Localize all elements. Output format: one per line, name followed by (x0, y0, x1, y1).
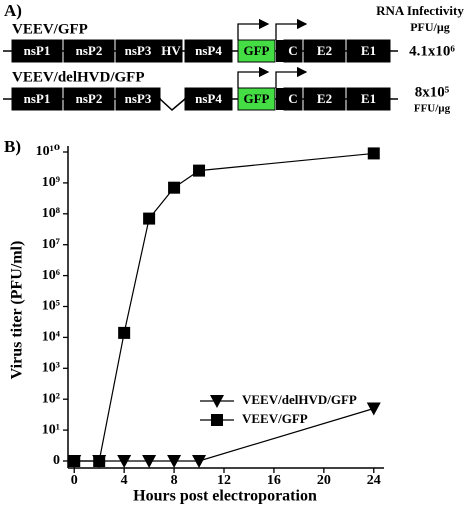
promoter-arrow (237, 66, 270, 88)
legend-label: VEEV/GFP (242, 411, 308, 426)
y-tick-label: 10⁴ (42, 330, 61, 345)
y-tick-label: 10² (42, 391, 60, 406)
segment-label: nsP3 (125, 43, 152, 58)
y-tick-label: 10³ (42, 361, 60, 376)
y-tick-label: 10⁶ (42, 268, 60, 283)
y-tick-label: 0 (53, 453, 60, 468)
y-tick-label: 10⁹ (42, 175, 60, 190)
promoter-arrow (237, 18, 270, 40)
data-point (93, 455, 106, 467)
segment (159, 39, 183, 63)
segment (283, 39, 303, 63)
segment (63, 87, 115, 111)
construct-name: VEEV/GFP (12, 21, 88, 37)
data-point (143, 212, 156, 225)
data-point (366, 402, 381, 416)
segment-label: nsP3 (125, 91, 152, 106)
data-point (168, 181, 181, 194)
x-tick-label: 20 (317, 473, 331, 488)
header: RNA Infectivity (376, 3, 464, 18)
promoter (276, 88, 284, 110)
x-tick-label: 24 (367, 473, 381, 488)
promoter (276, 40, 284, 62)
segment-label: C (288, 43, 297, 58)
y-tick-label: 10¹ (42, 422, 60, 437)
x-axis-label: Hours post electroporation (133, 488, 317, 505)
y-tick-label: 10⁸ (42, 206, 60, 221)
segment-label: nsP1 (24, 91, 51, 106)
legend-marker (210, 395, 224, 408)
header: PFU/µg (410, 20, 450, 34)
construct-name: VEEV/delHVD/GFP (12, 69, 145, 85)
x-tick-label: 8 (171, 473, 178, 488)
panel-label: A) (4, 1, 22, 20)
segment-label: nsP2 (76, 43, 103, 58)
segment-label: E2 (317, 91, 332, 106)
infectivity: 8x10⁵ (415, 84, 450, 100)
segment (303, 39, 346, 63)
segment (184, 87, 233, 111)
unit: FFU/µg (414, 103, 451, 115)
segment (283, 87, 303, 111)
promoter-arrow (275, 66, 308, 88)
segment-label: nsP1 (24, 43, 51, 58)
data-point (367, 147, 380, 160)
segment (115, 87, 161, 111)
segment (11, 39, 63, 63)
legend-marker (211, 414, 223, 426)
series-line (74, 152, 374, 462)
x-tick-label: 4 (121, 473, 128, 488)
segment-label: E1 (361, 43, 376, 58)
segment (346, 39, 391, 63)
data-point (193, 164, 206, 177)
segment-label: E1 (361, 91, 376, 106)
data-point (118, 326, 131, 339)
segment (63, 39, 115, 63)
segment-label: C (288, 91, 297, 106)
segment (11, 87, 63, 111)
x-tick-label: 16 (267, 473, 281, 488)
segment-label: nsP2 (76, 91, 103, 106)
y-axis-label: Virus titer (PFU/ml) (9, 241, 26, 380)
x-tick-label: 12 (217, 473, 231, 488)
segment-label: nsP4 (195, 91, 222, 106)
data-point (142, 455, 157, 468)
segment (237, 39, 276, 63)
gap-cover (161, 97, 184, 101)
infectivity: 4.1x10⁶ (409, 43, 455, 59)
y-tick-label: 10¹⁰ (36, 144, 60, 159)
segment-label: E2 (317, 43, 332, 58)
legend-label: VEEV/delHVD/GFP (242, 392, 357, 407)
series-line (74, 407, 374, 462)
data-point (167, 455, 182, 468)
segment (303, 87, 346, 111)
y-tick-label: 10⁵ (42, 299, 60, 314)
segment (237, 87, 276, 111)
segment-label: GFP (244, 91, 270, 106)
data-point (117, 455, 132, 468)
y-tick-label: 10⁷ (42, 237, 60, 252)
data-point (68, 455, 81, 467)
segment-label: nsP4 (195, 43, 222, 58)
x-tick-label: 0 (71, 473, 78, 488)
segment-label: GFP (244, 43, 270, 58)
segment-label: HV (161, 43, 181, 58)
deletion (159, 98, 186, 111)
promoter-arrow (275, 18, 308, 40)
data-point (192, 455, 207, 468)
panel-label: B) (4, 137, 21, 156)
segment (346, 87, 391, 111)
segment (184, 39, 233, 63)
